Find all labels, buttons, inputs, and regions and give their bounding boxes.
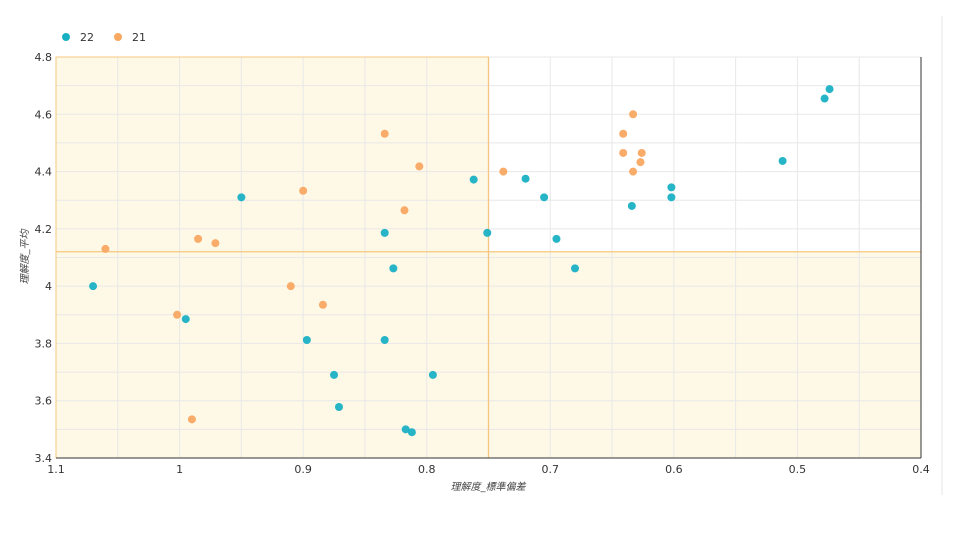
x-tick-label: 1.1	[47, 463, 65, 476]
y-tick-label: 4	[45, 280, 52, 293]
x-tick-label: 1	[176, 463, 183, 476]
y-tick-label: 4.6	[35, 108, 53, 121]
data-point-series-22	[89, 282, 98, 291]
legend: 22 21	[62, 31, 146, 44]
data-point-series-21	[299, 186, 308, 195]
data-point-series-22	[334, 403, 343, 412]
legend-label-series-22: 22	[80, 31, 94, 44]
data-point-series-22	[778, 156, 787, 165]
data-point-series-21	[211, 239, 220, 248]
data-point-series-21	[415, 162, 424, 171]
data-point-series-22	[540, 193, 549, 202]
data-point-series-21	[400, 206, 409, 215]
x-tick-label: 0.7	[542, 463, 560, 476]
data-point-series-21	[194, 234, 203, 243]
y-tick-label: 3.6	[35, 395, 53, 408]
data-point-series-22	[401, 425, 410, 434]
x-tick-label: 0.4	[912, 463, 930, 476]
data-point-series-22	[820, 94, 829, 103]
y-tick-label: 4.2	[35, 223, 53, 236]
data-point-series-22	[428, 370, 437, 379]
data-point-series-21	[629, 110, 638, 119]
data-point-series-22	[667, 193, 676, 202]
data-point-series-22	[521, 174, 530, 183]
x-tick-label: 0.8	[418, 463, 436, 476]
data-point-series-22	[181, 315, 190, 324]
data-point-series-21	[101, 244, 110, 253]
x-tick-label: 0.9	[294, 463, 312, 476]
data-point-series-22	[483, 228, 492, 237]
data-point-series-22	[380, 228, 389, 237]
y-axis-title: 理解度_平均	[19, 229, 31, 285]
plot-area: 1.1 1 0.9 0.8 0.7 0.6 0.5 0.4 3.4 3.6 3.8 4 4.2 4.4 4.…	[35, 16, 943, 495]
data-point-series-22	[571, 264, 579, 273]
data-point-series-21	[318, 300, 327, 309]
y-tick-label: 4.4	[35, 166, 53, 179]
data-point-series-22	[237, 193, 246, 202]
data-point-series-22	[667, 183, 676, 192]
data-point-series-21	[637, 148, 646, 157]
data-point-series-21	[187, 415, 196, 424]
legend-marker-series-22	[62, 33, 70, 41]
data-point-series-21	[619, 148, 628, 157]
y-tick-label: 3.8	[35, 337, 53, 350]
data-point-series-22	[380, 335, 389, 344]
data-point-series-22	[389, 264, 398, 273]
data-point-series-21	[619, 129, 628, 138]
legend-marker-series-21	[114, 33, 122, 41]
data-point-series-22	[407, 428, 416, 437]
y-tick-label: 4.8	[35, 51, 53, 64]
legend-label-series-21: 21	[132, 31, 146, 44]
data-point-series-21	[499, 167, 508, 176]
data-point-series-22	[825, 85, 834, 94]
data-point-series-22	[302, 335, 311, 344]
data-point-series-21	[629, 167, 638, 176]
data-point-series-21	[173, 310, 182, 319]
data-point-series-22	[330, 370, 339, 379]
data-point-series-22	[627, 201, 636, 210]
data-point-series-22	[552, 234, 561, 243]
x-axis-title: 理解度_標準偏差	[451, 481, 527, 493]
data-point-series-21	[636, 158, 645, 167]
data-point-series-22	[469, 175, 478, 184]
data-point-series-21	[286, 282, 295, 291]
x-tick-label: 0.6	[665, 463, 683, 476]
x-tick-label: 0.5	[789, 463, 807, 476]
data-point-series-21	[380, 129, 389, 138]
highlight-region-low-mean	[488, 251, 921, 458]
y-tick-label: 3.4	[35, 452, 53, 465]
